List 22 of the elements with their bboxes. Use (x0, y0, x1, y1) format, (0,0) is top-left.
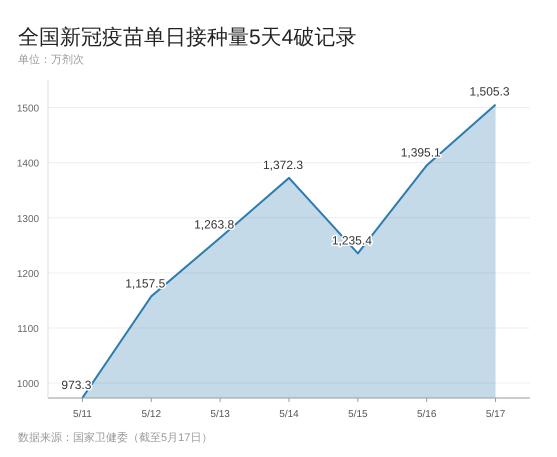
x-tick-label: 5/16 (416, 409, 437, 420)
y-tick-label: 1100 (17, 324, 40, 336)
source-note: 数据来源：国家卫健委（截至5月17日） (18, 431, 212, 444)
x-tick-label: 5/13 (210, 409, 230, 420)
data-label: 1,395.1 (400, 145, 442, 160)
y-tick-label: 1500 (16, 104, 40, 115)
data-label: 1,157.5 (125, 276, 166, 290)
y-tick-label: 1400 (16, 158, 40, 170)
x-tick-label: 5/12 (142, 409, 162, 420)
x-tick-label: 5/17 (486, 409, 506, 420)
y-tick-label: 1000 (16, 379, 40, 390)
data-label: 1,372.3 (262, 158, 304, 172)
data-label: 1,505.3 (470, 84, 510, 99)
x-tick-label: 5/11 (73, 409, 92, 420)
chart-subtitle: 单位：万剂次 (18, 53, 84, 66)
data-label: 1,263.8 (194, 218, 234, 232)
chart-title: 全国新冠疫苗单日接种量5天4破记录 (18, 26, 356, 49)
y-tick-label: 1200 (16, 268, 40, 280)
data-label: 973.3 (61, 378, 92, 392)
y-tick-label: 1300 (16, 214, 40, 225)
x-tick-label: 5/14 (279, 409, 300, 420)
x-tick-label: 5/15 (348, 409, 368, 420)
